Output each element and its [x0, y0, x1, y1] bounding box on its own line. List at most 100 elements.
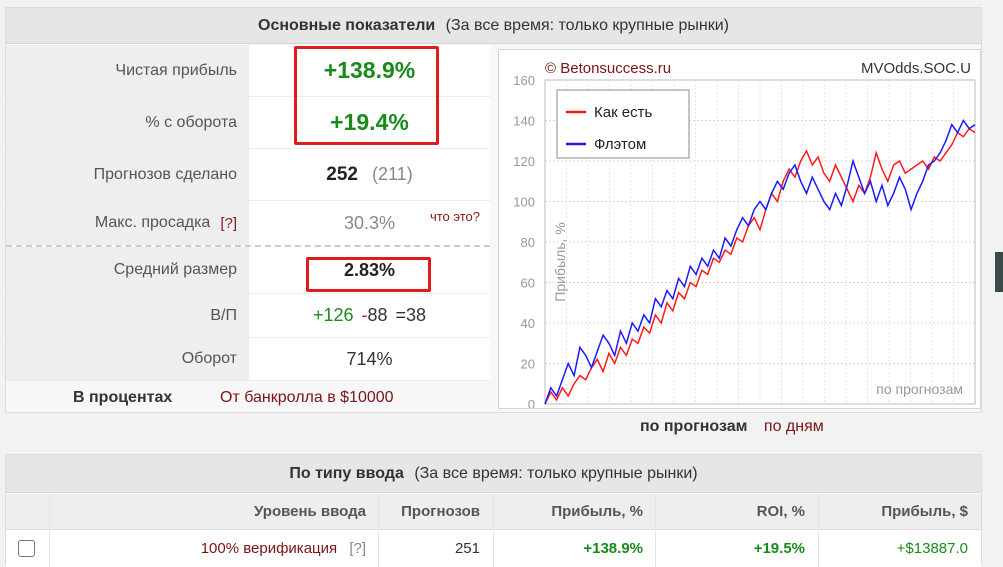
- profit-chart-svg: 0 20 40 60 80 100 120 140 160 © Betonsuccess.ru MV…: [513, 60, 976, 412]
- y-tick-label: 100: [513, 195, 535, 210]
- profit-usd-value: +$13887.0: [896, 540, 968, 557]
- series-line: [544, 119, 976, 405]
- level-help-link[interactable]: [?]: [349, 540, 366, 557]
- entry-type-panel: По типу ввода (За все время: только круп…: [5, 454, 982, 567]
- avg-size-cell: 2.83%: [249, 247, 490, 293]
- avg-size-label: Средний размер: [6, 247, 249, 293]
- turnover-pct-cell: +19.4%: [249, 97, 490, 148]
- turnover-value: 714%: [346, 348, 393, 369]
- wl-label: В/П: [6, 294, 249, 337]
- drawdown-help-link[interactable]: [?]: [220, 214, 237, 232]
- y-tick-label: 40: [521, 316, 535, 331]
- drawdown-label: Макс. просадка: [94, 214, 211, 231]
- mode-bankroll-link[interactable]: От банкролла в $10000: [220, 389, 394, 406]
- turnover-pct-label: % с оборота: [6, 97, 249, 148]
- y-tick-label: 20: [521, 357, 535, 372]
- profit-pct-value: +138.9%: [583, 540, 643, 557]
- y-tick-label: 60: [521, 276, 535, 291]
- row-predictions: Прогнозов сделано 252 (211): [6, 149, 490, 201]
- chart-id: MVOdds.SOC.U: [861, 60, 971, 77]
- main-stats-title: Основные показатели: [258, 17, 436, 34]
- row-turnover-pct: % с оборота +19.4%: [6, 97, 490, 149]
- level-cell: 100% верификация [?]: [50, 531, 366, 567]
- col-divider: [49, 531, 50, 567]
- row-net-profit: Чистая прибыль +138.9%: [6, 45, 490, 97]
- col-divider: [493, 531, 494, 567]
- mode-percent[interactable]: В процентах: [73, 389, 173, 406]
- entry-table-header: Уровень ввода Прогнозов Прибыль, % ROI, …: [6, 494, 981, 530]
- tab-by-days[interactable]: по дням: [763, 418, 824, 435]
- roi-value: +19.5%: [753, 540, 805, 557]
- main-stats-header: Основные показатели (За все время: тольк…: [6, 8, 981, 44]
- wl-losses-group: -88: [361, 305, 387, 326]
- profit-chart: 0 20 40 60 80 100 120 140 160 © Betonsuccess.ru MV…: [498, 49, 981, 412]
- predictions-value: 252: [326, 163, 358, 185]
- turnover-cell: 714%: [249, 338, 490, 380]
- series-line: [544, 127, 976, 405]
- col-profit-pct[interactable]: Прибыль, %: [551, 503, 643, 520]
- scrollbar-marker[interactable]: [995, 252, 1003, 292]
- row-drawdown: Макс. просадка [?] 30.3% что это?: [6, 201, 490, 245]
- col-divider: [49, 494, 50, 530]
- main-stats-subtitle: (За все время: только крупные рынки): [445, 17, 729, 34]
- chart-tabs: по прогнозам по дням: [640, 418, 824, 436]
- chart-copyright: © Betonsuccess.ru: [545, 60, 671, 77]
- wl-cell: +126 -88 =38: [249, 294, 490, 337]
- wl-draws: =38: [395, 305, 427, 325]
- col-divider: [378, 531, 379, 567]
- net-profit-value: +138.9%: [323, 57, 416, 83]
- legend-label: Флэтом: [594, 136, 646, 153]
- predictions-cell: 252 (211): [249, 149, 490, 200]
- net-profit-cell: +138.9%: [249, 45, 490, 96]
- stats-table: Чистая прибыль +138.9% % с оборота +19.4…: [6, 45, 490, 381]
- wl-wins: +126: [312, 305, 354, 325]
- turnover-label: Оборот: [6, 338, 249, 380]
- row-checkbox[interactable]: [18, 540, 35, 557]
- col-divider: [655, 494, 656, 530]
- predictions-label: Прогнозов сделано: [6, 149, 249, 200]
- level-value[interactable]: 100% верификация: [200, 540, 338, 557]
- col-predictions[interactable]: Прогнозов: [401, 503, 480, 520]
- mode-switch: В процентах От банкролла в $10000: [6, 381, 490, 413]
- y-tick-label: 160: [513, 73, 535, 88]
- wl-losses-sign: -: [361, 305, 368, 325]
- legend-label: Как есть: [594, 104, 653, 121]
- table-row: 100% верификация [?] 251 +138.9% +19.5% …: [6, 531, 981, 567]
- highlight-box-profit: [294, 46, 439, 145]
- net-profit-label: Чистая прибыль: [6, 45, 249, 96]
- avg-size-value: 2.83%: [343, 259, 396, 280]
- y-tick-label: 120: [513, 154, 535, 169]
- y-axis-label: Прибыль, %: [552, 222, 568, 301]
- row-wl: В/П +126 -88 =38: [6, 294, 490, 338]
- col-level[interactable]: Уровень ввода: [254, 503, 366, 520]
- drawdown-value: 30.3%: [343, 212, 396, 233]
- entry-type-header: По типу ввода (За все время: только круп…: [6, 455, 981, 493]
- plot-border: [544, 79, 976, 405]
- highlight-box-avg-size: [306, 257, 431, 292]
- col-divider: [655, 531, 656, 567]
- col-divider: [493, 494, 494, 530]
- entry-type-title: По типу ввода: [289, 465, 404, 482]
- y-tick-label: 0: [528, 397, 535, 408]
- x-inside-label: по прогнозам: [876, 381, 963, 397]
- y-tick-label: 80: [521, 235, 535, 250]
- row-avg-size: Средний размер 2.83%: [6, 245, 490, 294]
- predictions-count: 251: [454, 540, 480, 557]
- entry-type-subtitle: (За все время: только крупные рынки): [414, 465, 698, 482]
- wl-losses: 88: [367, 305, 388, 325]
- predictions-extra: (211): [372, 164, 413, 184]
- main-stats-panel: Основные показатели (За все время: тольк…: [5, 7, 982, 435]
- col-profit-usd[interactable]: Прибыль, $: [881, 503, 968, 520]
- drawdown-label-cell: Макс. просадка [?]: [6, 201, 249, 245]
- turnover-pct-value: +19.4%: [330, 109, 409, 135]
- col-divider: [818, 494, 819, 530]
- drawdown-cell: 30.3% что это?: [249, 201, 490, 245]
- row-turnover: Оборот 714%: [6, 338, 490, 381]
- col-divider: [818, 531, 819, 567]
- tab-by-predictions[interactable]: по прогнозам: [640, 418, 748, 435]
- drawdown-what-link[interactable]: что это?: [429, 209, 480, 224]
- legend-box: [556, 89, 690, 159]
- col-divider: [378, 494, 379, 530]
- y-tick-label: 140: [513, 114, 535, 129]
- col-roi[interactable]: ROI, %: [756, 503, 805, 520]
